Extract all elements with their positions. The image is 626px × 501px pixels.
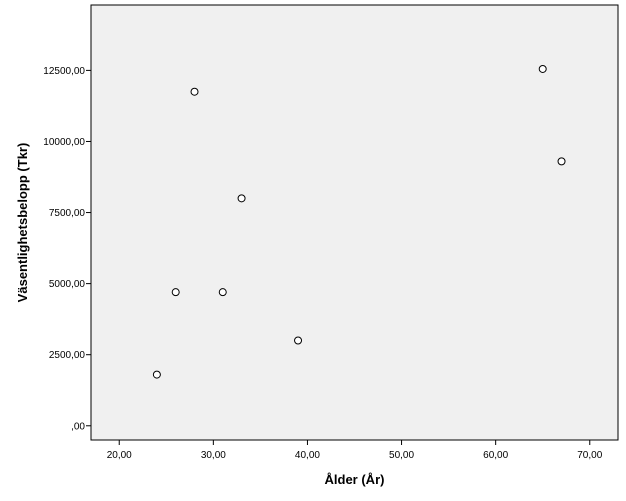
x-tick-label: 40,00 xyxy=(295,450,320,461)
x-tick-label: 60,00 xyxy=(483,450,508,461)
x-tick-label: 20,00 xyxy=(107,450,132,461)
y-tick-label: 12500,00 xyxy=(43,66,85,77)
y-axis-title: Väsentlighetsbelopp (Tkr) xyxy=(15,143,30,303)
data-point xyxy=(190,87,199,96)
y-tick-label: 7500,00 xyxy=(49,208,86,219)
x-axis-title: Ålder (År) xyxy=(325,472,385,487)
x-tick-label: 30,00 xyxy=(201,450,226,461)
y-axis: ,00 2500,00 5000,00 7500,00 10000,00 12500,00 xyxy=(43,66,91,432)
data-point xyxy=(171,288,180,297)
data-point xyxy=(294,336,303,345)
data-point xyxy=(237,194,246,203)
x-tick-label: 70,00 xyxy=(577,450,602,461)
y-tick-label: 10000,00 xyxy=(43,137,85,148)
data-point xyxy=(538,64,547,73)
data-point xyxy=(152,370,161,379)
y-tick-label: 2500,00 xyxy=(49,350,86,361)
data-point xyxy=(557,157,566,166)
data-point xyxy=(218,288,227,297)
x-tick-label: 50,00 xyxy=(389,450,414,461)
plot-area xyxy=(90,4,619,441)
y-tick-label: 5000,00 xyxy=(49,279,86,290)
x-axis: 20,00 30,00 40,00 50,00 60,00 70,00 xyxy=(107,440,603,461)
data-points xyxy=(152,64,566,379)
y-tick-label: ,00 xyxy=(71,421,85,432)
